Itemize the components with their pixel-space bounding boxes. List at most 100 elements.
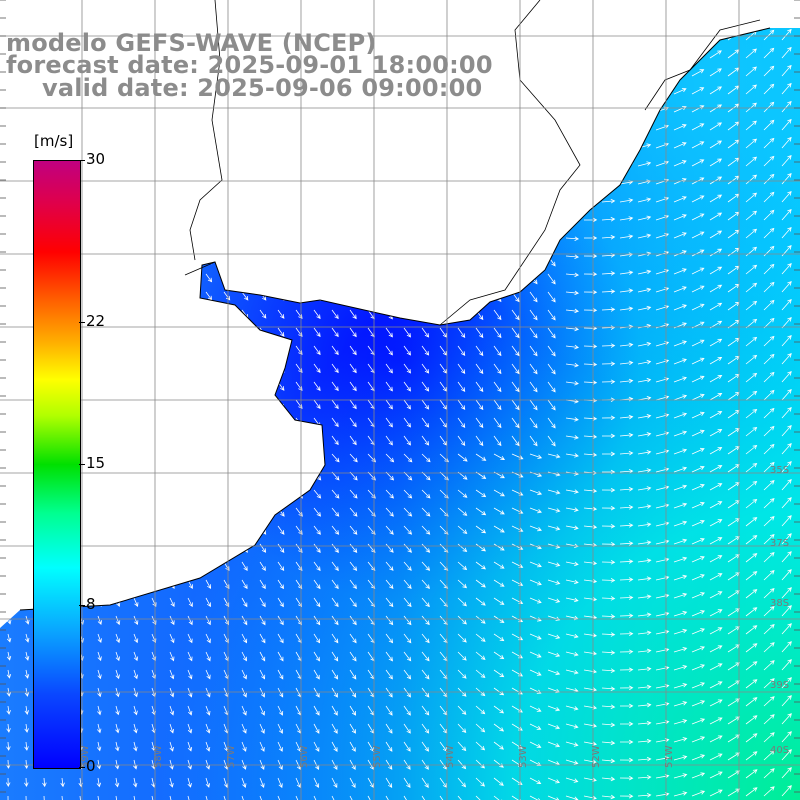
wind-arrow bbox=[637, 414, 652, 419]
wind-arrow bbox=[781, 28, 792, 41]
wind-arrow bbox=[421, 777, 429, 789]
wind-arrow bbox=[529, 453, 543, 459]
wind-arrow bbox=[745, 246, 758, 257]
wind-arrow bbox=[511, 381, 520, 393]
wind-arrow bbox=[673, 340, 687, 347]
wind-arrow bbox=[565, 597, 579, 603]
wind-arrow bbox=[673, 719, 688, 725]
wind-arrow bbox=[241, 597, 248, 608]
wind-arrow bbox=[187, 723, 193, 734]
wind-arrow bbox=[349, 381, 357, 392]
wind-arrow bbox=[331, 345, 339, 356]
wind-arrow bbox=[24, 705, 29, 715]
wind-arrow bbox=[781, 767, 792, 779]
wind-arrow bbox=[439, 795, 447, 800]
wind-arrow bbox=[763, 606, 775, 617]
wind-arrow bbox=[529, 489, 543, 496]
latitude-label: 39S bbox=[770, 680, 789, 691]
wind-arrow bbox=[114, 795, 120, 800]
wind-arrow bbox=[259, 543, 267, 553]
wind-arrow bbox=[745, 571, 758, 581]
wind-arrow bbox=[565, 344, 580, 350]
wind-arrow bbox=[637, 756, 652, 762]
wind-arrow bbox=[691, 411, 705, 419]
wind-arrow bbox=[763, 750, 775, 761]
wind-arrow bbox=[745, 733, 758, 743]
colorbar-tick-label: 0 bbox=[86, 757, 96, 775]
wind-arrow bbox=[781, 136, 792, 149]
wind-arrow bbox=[24, 651, 30, 661]
wind-arrow bbox=[421, 651, 430, 662]
wind-arrow bbox=[313, 687, 320, 698]
wind-arrow bbox=[331, 435, 339, 446]
wind-arrow bbox=[583, 705, 598, 710]
wind-arrow bbox=[691, 465, 705, 473]
wind-arrow bbox=[727, 680, 741, 689]
wind-arrow bbox=[637, 233, 652, 239]
wind-arrow bbox=[331, 363, 339, 374]
wind-arrow bbox=[259, 651, 266, 662]
wind-arrow bbox=[385, 363, 393, 374]
wind-arrow bbox=[637, 432, 652, 437]
wind-arrow bbox=[114, 777, 120, 788]
wind-arrow bbox=[781, 352, 792, 365]
wind-arrow bbox=[421, 345, 430, 356]
wind-arrow bbox=[691, 123, 705, 131]
wind-arrow bbox=[745, 408, 758, 419]
wind-arrow bbox=[601, 578, 616, 583]
wind-arrow bbox=[547, 399, 556, 411]
wind-arrow bbox=[745, 751, 758, 761]
wind-arrow bbox=[97, 669, 102, 680]
wind-arrow bbox=[511, 435, 520, 447]
wind-arrow bbox=[583, 271, 598, 277]
wind-arrow bbox=[349, 489, 358, 499]
wind-arrow bbox=[349, 723, 356, 734]
wind-arrow bbox=[781, 298, 792, 311]
wind-arrow bbox=[457, 633, 467, 643]
wind-arrow bbox=[421, 435, 430, 446]
wind-arrow bbox=[619, 360, 634, 366]
colorbar-unit: [m/s] bbox=[34, 132, 74, 150]
wind-arrow bbox=[745, 607, 758, 617]
wind-arrow bbox=[97, 633, 102, 643]
wind-arrow bbox=[313, 525, 321, 535]
wind-arrow bbox=[223, 795, 229, 800]
wind-arrow bbox=[385, 723, 393, 734]
wind-arrow bbox=[763, 353, 775, 365]
wind-arrow bbox=[421, 705, 430, 716]
wind-arrow bbox=[349, 507, 358, 517]
wind-arrow bbox=[385, 435, 393, 446]
latitude-label: 38S bbox=[770, 598, 789, 609]
wind-arrow bbox=[637, 684, 652, 690]
wind-arrow bbox=[241, 291, 249, 301]
wind-arrow bbox=[709, 681, 723, 689]
wind-arrow bbox=[601, 686, 616, 691]
title-model: modelo GEFS-WAVE (NCEP) bbox=[6, 29, 377, 57]
wind-arrow bbox=[673, 665, 688, 671]
wind-arrow bbox=[745, 462, 758, 473]
wind-arrow bbox=[277, 651, 284, 662]
wind-arrow bbox=[475, 453, 487, 461]
wind-arrow bbox=[763, 786, 775, 797]
wind-arrow bbox=[601, 596, 616, 601]
wind-arrow bbox=[763, 209, 775, 221]
wind-arrow bbox=[493, 741, 504, 750]
wind-arrow bbox=[781, 551, 792, 563]
wind-arrow bbox=[133, 633, 139, 644]
wind-arrow bbox=[421, 741, 429, 752]
wind-arrow bbox=[385, 777, 393, 789]
wind-arrow bbox=[673, 286, 687, 293]
wind-arrow bbox=[763, 83, 775, 95]
wind-arrow bbox=[169, 759, 174, 770]
wind-arrow bbox=[6, 633, 12, 643]
wind-arrow bbox=[421, 633, 430, 644]
wind-arrow bbox=[565, 705, 579, 711]
wind-arrow bbox=[745, 625, 758, 635]
wind-arrow bbox=[403, 741, 411, 752]
wind-arrow bbox=[457, 525, 468, 535]
wind-arrow bbox=[637, 540, 652, 545]
wind-arrow bbox=[331, 723, 338, 734]
wind-arrow bbox=[763, 281, 775, 293]
wind-arrow bbox=[637, 648, 652, 654]
wind-arrow bbox=[601, 740, 616, 746]
